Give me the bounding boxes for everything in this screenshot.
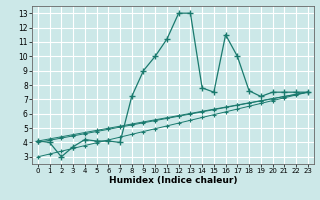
X-axis label: Humidex (Indice chaleur): Humidex (Indice chaleur) (108, 176, 237, 185)
